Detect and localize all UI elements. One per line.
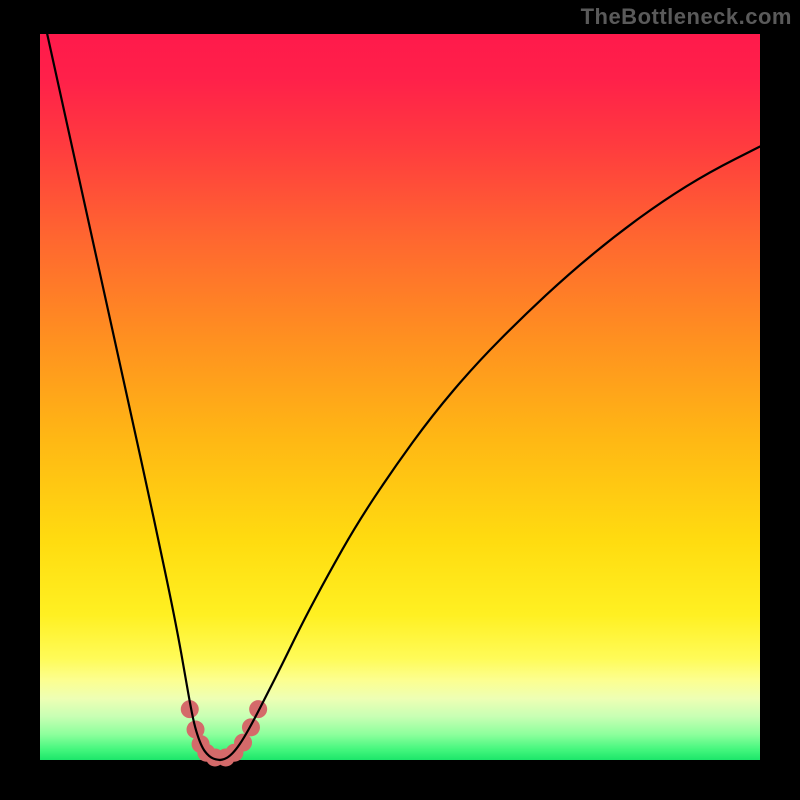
watermark-text: TheBottleneck.com xyxy=(581,4,792,30)
root: TheBottleneck.com xyxy=(0,0,800,800)
plot-background xyxy=(40,34,760,760)
chart-svg xyxy=(0,0,800,800)
